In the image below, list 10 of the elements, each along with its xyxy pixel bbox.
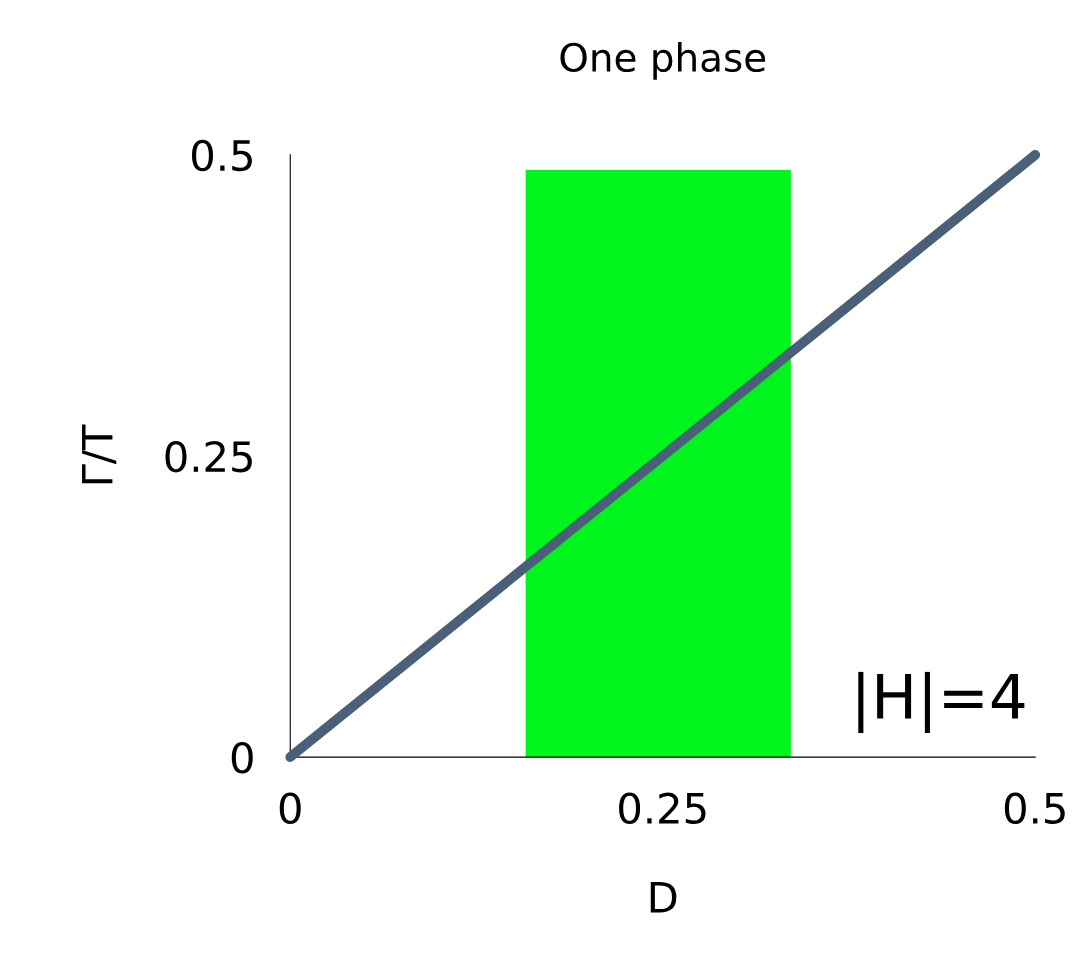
x-tick-label: 0 [279, 792, 301, 825]
y-tick-label: 0 [231, 742, 253, 774]
x-tick-label: 0.5 [1004, 792, 1065, 825]
y-tick-label: 0.25 [165, 440, 252, 473]
y-axis-title: Γ/T [82, 424, 117, 484]
x-tick-label: 0.25 [619, 792, 706, 825]
annotation: |H|=4 [858, 671, 1025, 734]
x-axis-title: D [650, 882, 677, 913]
chart-title: One phase [560, 42, 766, 80]
y-tick-label: 0.5 [192, 139, 252, 172]
